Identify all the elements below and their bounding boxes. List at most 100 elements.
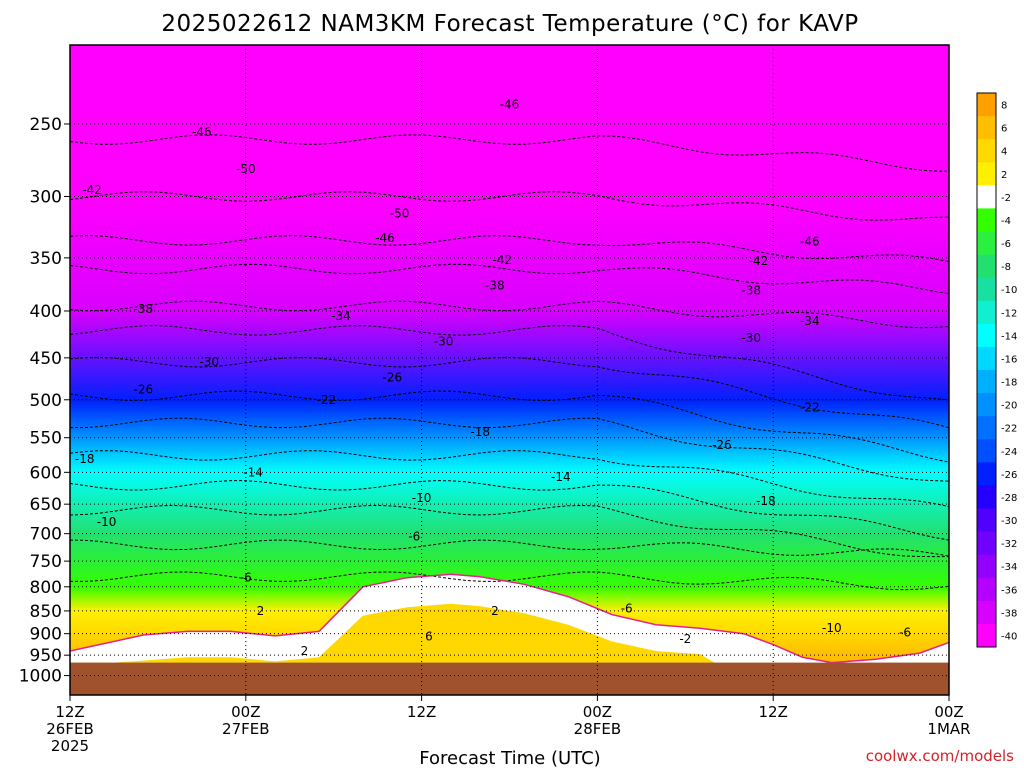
colorbar-label: -34 [1001, 562, 1017, 573]
contour-label: -6 [240, 571, 252, 585]
colorbar-swatch [977, 439, 996, 463]
y-tick-label: 350 [30, 249, 62, 269]
colorbar-frame [976, 92, 997, 648]
contour-label: -46 [500, 97, 520, 111]
x-tick-label: 27FEB [222, 720, 269, 738]
contour-label: -46 [375, 231, 395, 245]
colorbar-label: -8 [1001, 262, 1011, 273]
isotherm-contours [70, 134, 949, 591]
colorbar-label: 8 [1001, 101, 1007, 112]
y-tick-label: 250 [30, 115, 62, 135]
x-tick-label: 12Z [759, 703, 788, 721]
colorbar-swatch [977, 323, 996, 348]
colorbar: 8 6 4 2 -2 -4 -6 -8 -10 -12 -14 -16 -18 -20 -22 -24 -26 -… [976, 92, 1017, 648]
y-tick-label: 600 [30, 463, 62, 483]
contour-label: -34 [800, 314, 820, 328]
contour-label: -6 [408, 530, 420, 544]
isotherm-contour [70, 417, 949, 482]
colorbar-label: -40 [1001, 632, 1017, 643]
contour-label: -42 [82, 183, 102, 197]
colorbar-swatch [977, 185, 996, 209]
colorbar-label: -12 [1001, 308, 1017, 319]
y-tick-label: 900 [30, 625, 62, 645]
contour-label: -10 [412, 491, 432, 505]
chart-title: 2025022612 NAM3KM Forecast Temperature (… [161, 11, 858, 37]
x-tick-label: 12Z [55, 703, 84, 721]
x-axis-label: Forecast Time (UTC) [419, 748, 600, 768]
contour-label: 2 [257, 604, 265, 618]
contour-label: -26 [133, 382, 153, 396]
colorbar-swatch [977, 162, 996, 186]
x-tick-label: 26FEB [46, 720, 93, 738]
isotherm-contour [70, 571, 949, 591]
contour-label: -14 [243, 465, 263, 479]
colorbar-swatch [977, 139, 996, 163]
colorbar-swatch [977, 623, 996, 648]
colorbar-swatch [977, 277, 996, 302]
colorbar-label: -2 [1001, 193, 1011, 204]
isotherm-contour [70, 356, 949, 429]
y-tick-label: 450 [30, 349, 62, 369]
contour-label: -38 [133, 302, 153, 316]
x-tick-label: 1MAR [927, 720, 970, 738]
plot-area: -46 -50 -42 -50 -46 -46 -46 -42 -42 -38 -38 -38 -34 -… [70, 45, 949, 695]
warm-core-region [70, 603, 715, 666]
colorbar-swatch [977, 254, 996, 279]
colorbar-label: -26 [1001, 470, 1017, 481]
colorbar-swatch [977, 577, 996, 602]
x-tick-label: 00Z [934, 703, 963, 721]
colorbar-swatch [977, 208, 996, 232]
contour-label: -42 [492, 253, 512, 267]
contour-label: -50 [236, 162, 256, 176]
colorbar-swatch [977, 346, 996, 371]
colorbar-swatch [977, 554, 996, 579]
colorbar-label: -28 [1001, 493, 1017, 504]
contour-label: -14 [551, 470, 571, 484]
y-tick-label: 400 [30, 302, 62, 322]
isotherm-contour [70, 390, 949, 463]
contour-label: -30 [741, 331, 761, 345]
contour-label: -6 [621, 602, 633, 616]
colorbar-label: -22 [1001, 424, 1017, 435]
freezing-line [70, 573, 949, 664]
contour-label: -26 [382, 371, 402, 385]
contour-label: -10 [97, 515, 117, 529]
colorbar-swatch [977, 600, 996, 625]
contour-label: -38 [741, 284, 761, 298]
colorbar-label: 4 [1001, 147, 1007, 158]
y-tick-label: 850 [30, 602, 62, 622]
contour-label: -46 [800, 235, 820, 249]
isotherm-contour [70, 504, 949, 558]
colorbar-label: -24 [1001, 447, 1017, 458]
colorbar-label: -20 [1001, 401, 1017, 412]
contour-label: -50 [390, 206, 410, 220]
y-tick-label: 650 [30, 495, 62, 515]
y-tick-label: 950 [30, 646, 62, 666]
isotherm-contour [70, 263, 949, 295]
isotherm-contour [70, 539, 949, 557]
y-axis: 250 300 350 400 450 500 550 600 650 700 750 800 850 9… [19, 115, 70, 687]
colorbar-swatch [977, 93, 996, 117]
surface-ground [70, 662, 949, 695]
contour-label: -26 [712, 438, 732, 452]
contour-label: 2 [491, 604, 499, 618]
colorbar-swatch [977, 531, 996, 556]
grid-lines [70, 45, 949, 695]
colorbar-swatch [977, 462, 996, 486]
y-tick-label: 750 [30, 552, 62, 572]
colorbar-swatch [977, 485, 996, 509]
y-tick-label: 300 [30, 188, 62, 208]
x-tick-label: 00Z [231, 703, 260, 721]
colorbar-label: -38 [1001, 608, 1017, 619]
isotherm-contour [70, 300, 949, 329]
colorbar-swatch [977, 393, 996, 417]
contour-label: -30 [199, 355, 219, 369]
y-tick-label: 800 [30, 578, 62, 598]
contour-label: -42 [749, 254, 769, 268]
contour-label: -22 [800, 401, 820, 415]
colorbar-label: -16 [1001, 355, 1017, 366]
contour-label: -2 [679, 632, 691, 646]
colorbar-swatch [977, 116, 996, 140]
